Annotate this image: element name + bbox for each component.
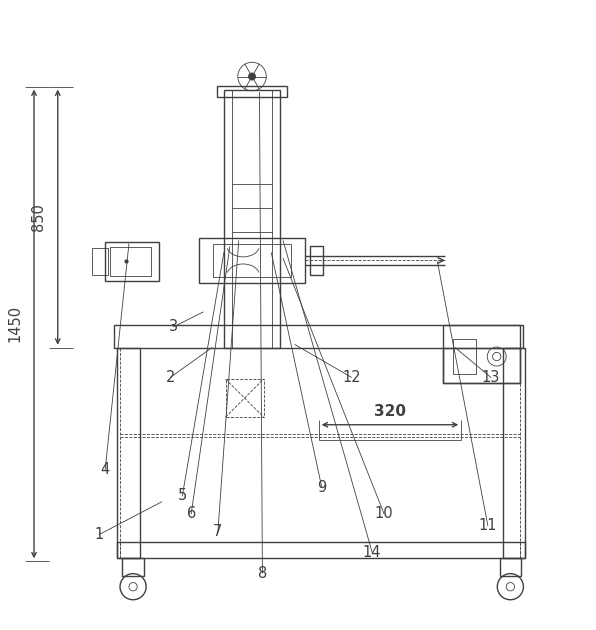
Text: 320: 320 (374, 404, 406, 419)
Bar (122, 558, 144, 576)
Text: 850: 850 (30, 203, 46, 231)
Bar (224, 89, 280, 348)
Bar (454, 339, 476, 374)
Bar (92, 248, 107, 275)
Bar (105, 242, 159, 280)
Bar (499, 558, 521, 576)
Bar (502, 348, 525, 558)
Text: 10: 10 (375, 507, 393, 521)
Text: 7: 7 (213, 524, 222, 539)
Text: 14: 14 (363, 545, 381, 560)
Text: 4: 4 (101, 462, 110, 477)
Text: 3: 3 (169, 319, 178, 335)
Bar (117, 348, 139, 558)
Text: 13: 13 (482, 370, 500, 385)
Bar (443, 325, 520, 383)
Bar (443, 348, 520, 383)
Bar (114, 325, 523, 348)
Bar (213, 244, 291, 277)
Text: 6: 6 (187, 507, 196, 521)
Text: 12: 12 (342, 370, 361, 385)
Bar (217, 86, 287, 96)
Bar (198, 238, 305, 283)
Bar (117, 542, 525, 558)
Circle shape (249, 73, 256, 80)
Text: 2: 2 (166, 370, 175, 385)
Bar (226, 379, 263, 417)
Text: 5: 5 (178, 488, 187, 503)
Text: 8: 8 (258, 566, 267, 581)
Text: 11: 11 (479, 518, 497, 533)
Text: 9: 9 (317, 479, 327, 495)
Bar (310, 246, 323, 275)
Text: 1: 1 (95, 527, 104, 542)
Bar (110, 247, 151, 276)
Text: 1450: 1450 (7, 306, 22, 343)
